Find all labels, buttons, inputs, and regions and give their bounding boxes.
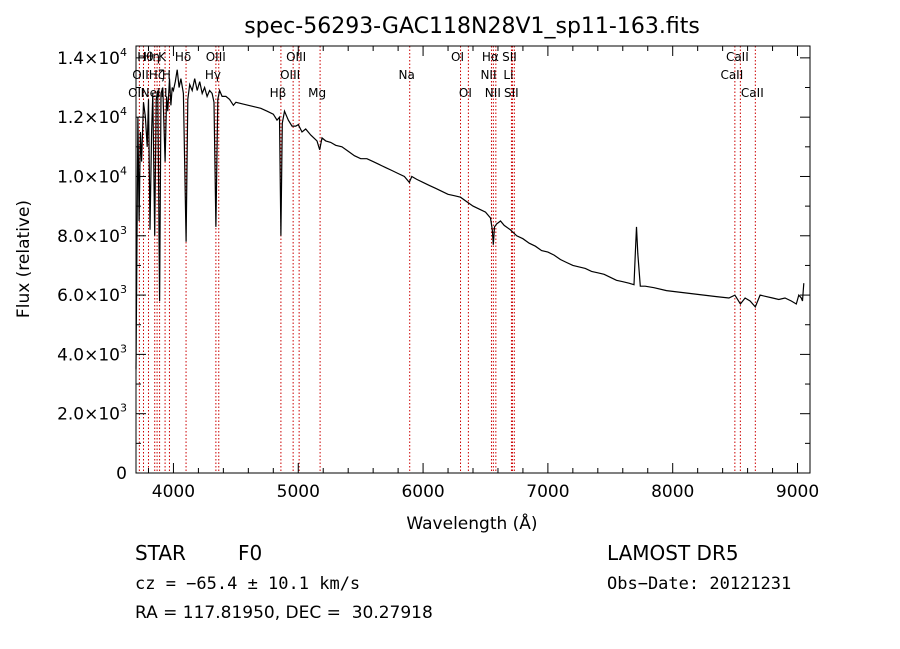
y-tick-label: 2.0×103 bbox=[57, 402, 127, 425]
x-tick-label: 6000 bbox=[401, 482, 444, 502]
line-label: CaII bbox=[741, 86, 764, 100]
line-label: CaII bbox=[720, 68, 743, 82]
line-label: OII bbox=[132, 68, 149, 82]
axis-ticks: 4000 5000 6000 7000 8000 9000 0 2.0×103 4.0×103 6… bbox=[57, 46, 819, 502]
y-tick-label: 0 bbox=[116, 464, 127, 484]
spectrum-line bbox=[135, 69, 805, 370]
line-label: Hη bbox=[143, 50, 160, 64]
plot-frame bbox=[135, 45, 811, 474]
line-label: Li bbox=[503, 68, 513, 82]
survey-label: LAMOST DR5 bbox=[607, 541, 739, 565]
y-tick-label: 6.0×103 bbox=[57, 283, 127, 306]
line-label: CaII bbox=[726, 50, 749, 64]
obs-date: Obs−Date: 20121231 bbox=[607, 574, 792, 594]
y-tick-label: 1.2×104 bbox=[57, 105, 127, 128]
line-label: H bbox=[162, 68, 171, 82]
x-tick-label: 5000 bbox=[277, 482, 320, 502]
line-label: NII bbox=[480, 68, 496, 82]
subclass-label: F0 bbox=[238, 541, 263, 565]
line-label: Mg bbox=[308, 86, 326, 100]
redshift-value: cz = −65.4 ± 10.1 km/s bbox=[135, 574, 361, 594]
y-tick-label: 1.4×104 bbox=[57, 46, 127, 69]
x-tick-label: 7000 bbox=[526, 482, 569, 502]
line-label: SII bbox=[502, 50, 517, 64]
x-axis-label: Wavelength (Å) bbox=[406, 512, 537, 534]
x-tick-label: 4000 bbox=[152, 482, 195, 502]
class-label: STAR bbox=[135, 541, 186, 565]
line-label: OI bbox=[451, 50, 464, 64]
emission-line-markers bbox=[138, 46, 756, 473]
y-tick-label: 4.0×103 bbox=[57, 342, 127, 365]
line-label: OIII bbox=[286, 50, 306, 64]
line-label: Hζ bbox=[149, 68, 165, 82]
line-label: Na bbox=[399, 68, 415, 82]
emission-line-labels: OIIOIIHθHηNeIIIHζKHHδHγOIIIHβOIIIOIIIMgN… bbox=[128, 50, 764, 100]
x-tick-label: 8000 bbox=[651, 482, 694, 502]
line-label: OIII bbox=[206, 50, 226, 64]
line-label: OIII bbox=[280, 68, 300, 82]
line-label: SII bbox=[504, 86, 519, 100]
coordinates: RA = 117.81950, DEC = 30.27918 bbox=[135, 603, 433, 623]
line-label: Hδ bbox=[175, 50, 191, 64]
line-label: Hβ bbox=[270, 86, 287, 100]
line-label: K bbox=[158, 50, 167, 64]
line-label: NII bbox=[485, 86, 501, 100]
line-label: OI bbox=[459, 86, 472, 100]
chart-title: spec-56293-GAC118N28V1_sp11-163.fits bbox=[244, 14, 700, 39]
x-tick-label: 9000 bbox=[776, 482, 819, 502]
line-label: Hα bbox=[482, 50, 499, 64]
line-label: Hθ bbox=[137, 50, 153, 64]
line-label: Hγ bbox=[205, 68, 221, 82]
y-axis-label: Flux (relative) bbox=[14, 200, 34, 318]
y-tick-label: 1.0×104 bbox=[57, 164, 127, 187]
y-tick-label: 8.0×103 bbox=[57, 224, 127, 247]
